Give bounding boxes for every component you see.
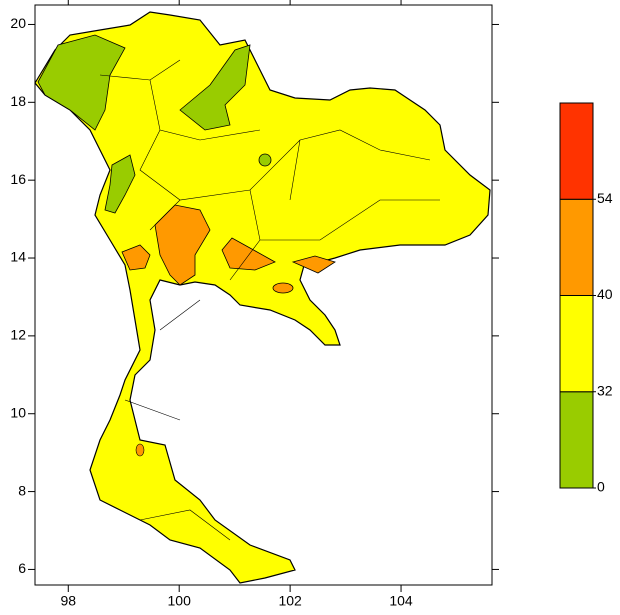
- y-tick-label: 14: [10, 249, 26, 265]
- green-zone: [37, 34, 126, 131]
- y-tick-label: 10: [10, 404, 26, 420]
- x-tick-label: 104: [389, 593, 413, 609]
- y-tick-label: 12: [10, 327, 26, 343]
- green-zone: [258, 153, 272, 167]
- colorbar-label: 54: [597, 190, 613, 206]
- y-tick-label: 16: [10, 171, 26, 187]
- y-tick-label: 8: [18, 482, 26, 498]
- land: [34, 11, 491, 584]
- province-borders: [99, 59, 440, 541]
- colorbar-label: 0: [597, 479, 605, 495]
- orange-zone: [221, 237, 276, 271]
- x-tick-label: 98: [60, 593, 76, 609]
- colorbar-bin: [559, 198, 594, 296]
- colorbar-bin: [559, 391, 594, 489]
- map-frame: [34, 4, 493, 586]
- orange-zone: [121, 244, 151, 271]
- orange-zone: [154, 204, 211, 286]
- y-tick-label: 6: [18, 560, 26, 576]
- green-zone: [179, 44, 251, 131]
- colorbar-bin: [559, 295, 594, 393]
- colorbar-bin: [559, 102, 594, 200]
- colorbar-label: 32: [597, 382, 613, 398]
- green-zone: [104, 154, 136, 214]
- orange-zone: [272, 282, 294, 294]
- x-tick-label: 100: [168, 593, 192, 609]
- orange-zone: [291, 255, 336, 274]
- y-tick-label: 20: [10, 15, 26, 31]
- map-land: [34, 11, 491, 584]
- orange-zone: [135, 443, 145, 457]
- x-tick-label: 102: [278, 593, 302, 609]
- colorbar-label: 40: [597, 286, 613, 302]
- y-tick-label: 18: [10, 93, 26, 109]
